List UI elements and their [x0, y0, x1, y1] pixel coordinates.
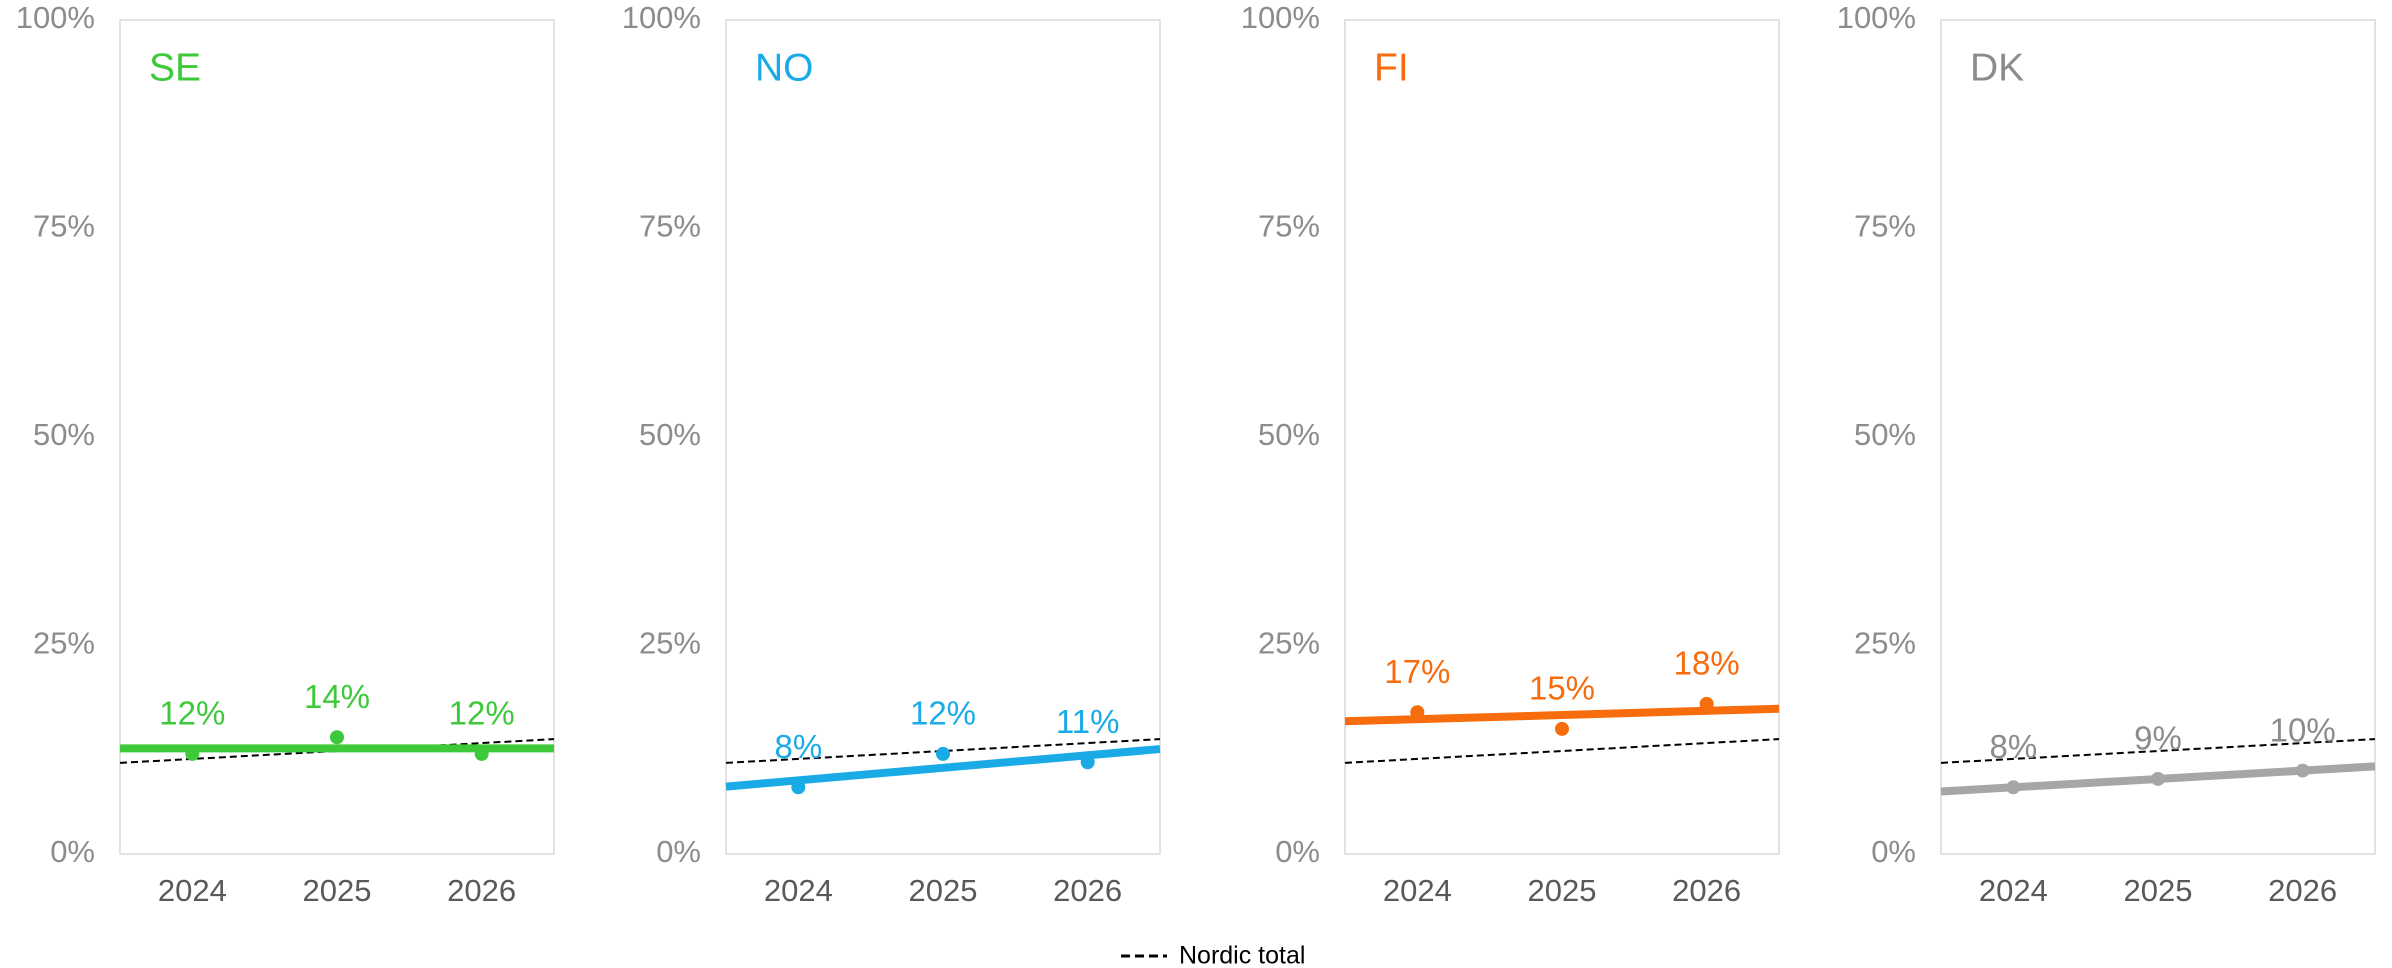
y-tick-label: 50%	[1258, 417, 1320, 452]
x-tick-label: 2025	[2124, 873, 2193, 908]
panel-title: SE	[149, 46, 201, 89]
y-tick-label: 50%	[639, 417, 701, 452]
data-label: 12%	[159, 695, 225, 732]
panel-title: FI	[1374, 46, 1409, 89]
y-tick-label: 100%	[16, 0, 95, 35]
y-tick-label: 0%	[50, 834, 95, 869]
y-tick-label: 25%	[1258, 626, 1320, 661]
panel-title: DK	[1970, 46, 2024, 89]
point	[1080, 755, 1095, 770]
y-tick-label: 75%	[1854, 209, 1916, 244]
point	[474, 746, 489, 761]
x-tick-label: 2024	[1383, 873, 1452, 908]
y-tick-label: 75%	[639, 209, 701, 244]
reference-line	[725, 738, 1161, 764]
panel-title: NO	[755, 46, 814, 89]
y-tick-label: 25%	[639, 626, 701, 661]
data-label: 18%	[1674, 645, 1740, 682]
plot-frame	[1940, 19, 2376, 855]
data-label: 8%	[1989, 728, 2037, 765]
point	[185, 746, 200, 761]
data-label: 17%	[1384, 653, 1450, 690]
x-tick-label: 2024	[158, 873, 227, 908]
data-label: 11%	[1056, 703, 1120, 740]
y-tick-label: 0%	[656, 834, 701, 869]
data-label: 14%	[304, 678, 370, 715]
x-tick-label: 2025	[1528, 873, 1597, 908]
y-tick-label: 0%	[1275, 834, 1320, 869]
point	[2151, 771, 2165, 786]
point	[2295, 763, 2310, 778]
data-label: 9%	[2134, 720, 2182, 757]
x-tick-label: 2024	[764, 873, 833, 908]
y-tick-label: 75%	[1258, 209, 1320, 244]
data-label: 12%	[910, 695, 976, 732]
x-tick-label: 2026	[1672, 873, 1741, 908]
data-label: 8%	[774, 728, 822, 765]
x-tick-label: 2026	[447, 873, 516, 908]
y-tick-label: 100%	[1241, 0, 1320, 35]
y-tick-label: 50%	[33, 417, 95, 452]
x-tick-label: 2024	[1979, 873, 2048, 908]
data-label: 12%	[449, 695, 515, 732]
y-tick-label: 25%	[33, 626, 95, 661]
x-tick-label: 2025	[303, 873, 372, 908]
point	[936, 746, 950, 761]
y-tick-label: 100%	[622, 0, 701, 35]
plot-frame	[725, 19, 1161, 855]
data-label: 15%	[1529, 670, 1595, 707]
legend-label: Nordic total	[1179, 942, 1305, 968]
y-tick-label: 50%	[1854, 417, 1916, 452]
reference-line	[1940, 738, 2376, 764]
point	[1410, 705, 1425, 720]
trend-line	[1344, 704, 1780, 726]
plot-frame	[119, 19, 555, 855]
plot-frame	[1344, 19, 1780, 855]
point	[791, 780, 806, 795]
y-tick-label: 100%	[1837, 0, 1916, 35]
reference-line	[1344, 738, 1780, 764]
x-tick-label: 2026	[2268, 873, 2337, 908]
point	[1699, 696, 1714, 711]
y-tick-label: 0%	[1871, 834, 1916, 869]
y-tick-label: 75%	[33, 209, 95, 244]
y-tick-label: 25%	[1854, 626, 1916, 661]
x-tick-label: 2025	[909, 873, 978, 908]
data-label: 10%	[2270, 711, 2336, 748]
point	[330, 730, 344, 745]
point	[1555, 721, 1569, 736]
x-tick-label: 2026	[1053, 873, 1122, 908]
point	[2006, 780, 2021, 795]
